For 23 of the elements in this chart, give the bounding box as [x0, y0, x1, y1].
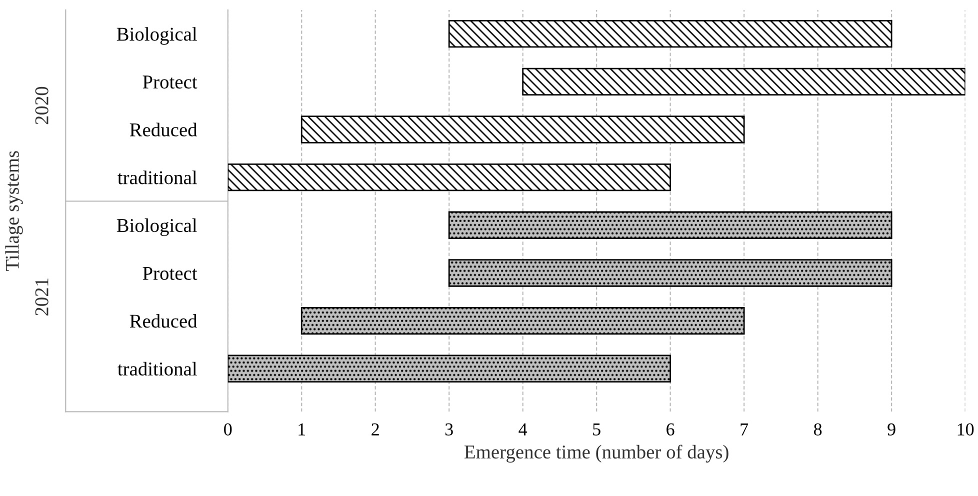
- x-tick-label: 8: [814, 423, 822, 436]
- x-tick-label: 3: [445, 423, 453, 436]
- x-tick-label: 9: [888, 423, 896, 436]
- x-tick-label: 4: [518, 423, 528, 436]
- y-tick-label: Biological: [116, 218, 197, 236]
- y-tick-label: Protect: [142, 266, 198, 280]
- text: 2021: [35, 278, 48, 316]
- y-tick-label: traditional: [118, 362, 197, 376]
- y-tick-label: Protect: [142, 76, 198, 89]
- x-tick-label: 1: [298, 423, 306, 436]
- x-tick-label: 6: [666, 423, 674, 436]
- x-tick-label: 7: [740, 423, 748, 436]
- y-tick-label: Biological: [116, 27, 197, 45]
- y-tick-label: Reduced: [130, 314, 198, 328]
- x-tick-label: 2: [372, 423, 379, 436]
- y-tick-label: Reduced: [130, 122, 198, 136]
- y-tick-label: traditional: [118, 170, 197, 184]
- x-axis-title: Emergence time (number of days): [464, 444, 728, 463]
- x-tick-label: 5: [593, 423, 600, 436]
- x-tick-label: 10: [958, 423, 974, 436]
- x-tick-label: 0: [224, 423, 232, 436]
- y-axis-title: Tillage systems: [5, 151, 23, 271]
- text: 2020: [35, 86, 48, 124]
